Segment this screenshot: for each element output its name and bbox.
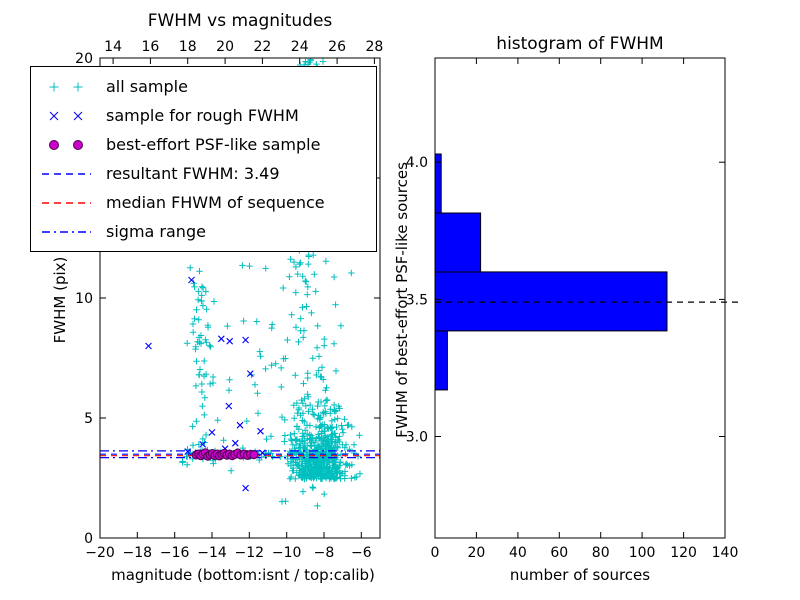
legend-entry: resultant FWHM: 3.49 (39, 159, 368, 188)
tick-label: 100 (629, 545, 656, 561)
tick-label: 3.0 (406, 430, 428, 446)
tick-label: 14 (104, 39, 122, 55)
tick-label: −12 (235, 545, 265, 561)
tick-label: 26 (328, 39, 346, 55)
tick-label: 80 (592, 545, 610, 561)
legend-entry-label: median FHWM of sequence (106, 193, 325, 212)
psf-sample-points (191, 448, 259, 461)
legend-entry: all sample (39, 72, 368, 101)
tick-label: 40 (509, 545, 527, 561)
hist-ylabel: FWHM of best-effort PSF-like sources (393, 162, 411, 438)
legend-entry: sample for rough FWHM (39, 101, 368, 130)
scatter-title: FWHM vs magnitudes (147, 11, 333, 31)
tick-label: 18 (179, 39, 197, 55)
tick-label: 16 (141, 39, 159, 55)
circle2-marker-icon (49, 139, 83, 150)
tick-label: −6 (351, 545, 372, 561)
hist-bars (434, 153, 668, 391)
tick-label: −20 (85, 545, 115, 561)
dashdot-marker-icon (42, 230, 91, 233)
tick-label: 28 (365, 39, 383, 55)
tick-label: 22 (253, 39, 271, 55)
dashed-marker-icon (42, 201, 91, 204)
tick-label: 4.0 (406, 155, 428, 171)
legend-entry-label: best-effort PSF-like sample (106, 135, 321, 154)
legend: all sample sample for rough FWHM best-effo… (30, 66, 377, 252)
legend-entry: sigma range (39, 217, 368, 246)
tick-label: 140 (712, 545, 739, 561)
tick-label: −10 (272, 545, 302, 561)
all-sample-points (179, 58, 364, 510)
tick-label: 120 (670, 545, 697, 561)
tick-label: −18 (123, 545, 153, 561)
scatter-plot: −20 −18 −16 −14 −12 −10 −8 −6 14 16 18 20 22 24 26 28 0 5… (75, 39, 383, 561)
tick-label: −16 (160, 545, 190, 561)
scatter-xlabel: magnitude (bottom:isnt / top:calib) (111, 566, 375, 584)
legend-entry-label: sample for rough FWHM (106, 106, 299, 125)
hist-axes: 0 20 40 60 80 100 120 140 3.0 3.5 4.0 (406, 57, 739, 561)
legend-entry-label: resultant FWHM: 3.49 (106, 164, 280, 183)
tick-label: 5 (84, 411, 93, 427)
tick-label: 24 (291, 39, 309, 55)
dashed-marker-icon (42, 172, 91, 175)
hist-title: histogram of FWHM (496, 34, 664, 54)
legend-entry-label: all sample (106, 77, 188, 96)
tick-label: −8 (314, 545, 335, 561)
tick-label: 60 (550, 545, 568, 561)
tick-label: −14 (197, 545, 227, 561)
scatter-ylabel: FWHM (pix) (51, 256, 69, 344)
plus2-marker-icon (49, 82, 83, 91)
x2-marker-icon (49, 111, 83, 120)
legend-entry: median FHWM of sequence (39, 188, 368, 217)
tick-label: 3.5 (406, 292, 428, 308)
legend-entry: best-effort PSF-like sample (39, 130, 368, 159)
tick-label: 20 (75, 51, 93, 67)
tick-label: 20 (467, 545, 485, 561)
legend-entry-label: sigma range (106, 222, 206, 241)
tick-label: 0 (84, 531, 93, 547)
tick-label: 0 (431, 545, 440, 561)
hist-xlabel: number of sources (509, 566, 651, 584)
tick-label: 10 (75, 291, 93, 307)
histogram-plot: 0 20 40 60 80 100 120 140 3.0 3.5 4.0 (406, 57, 739, 561)
tick-label: 20 (216, 39, 234, 55)
